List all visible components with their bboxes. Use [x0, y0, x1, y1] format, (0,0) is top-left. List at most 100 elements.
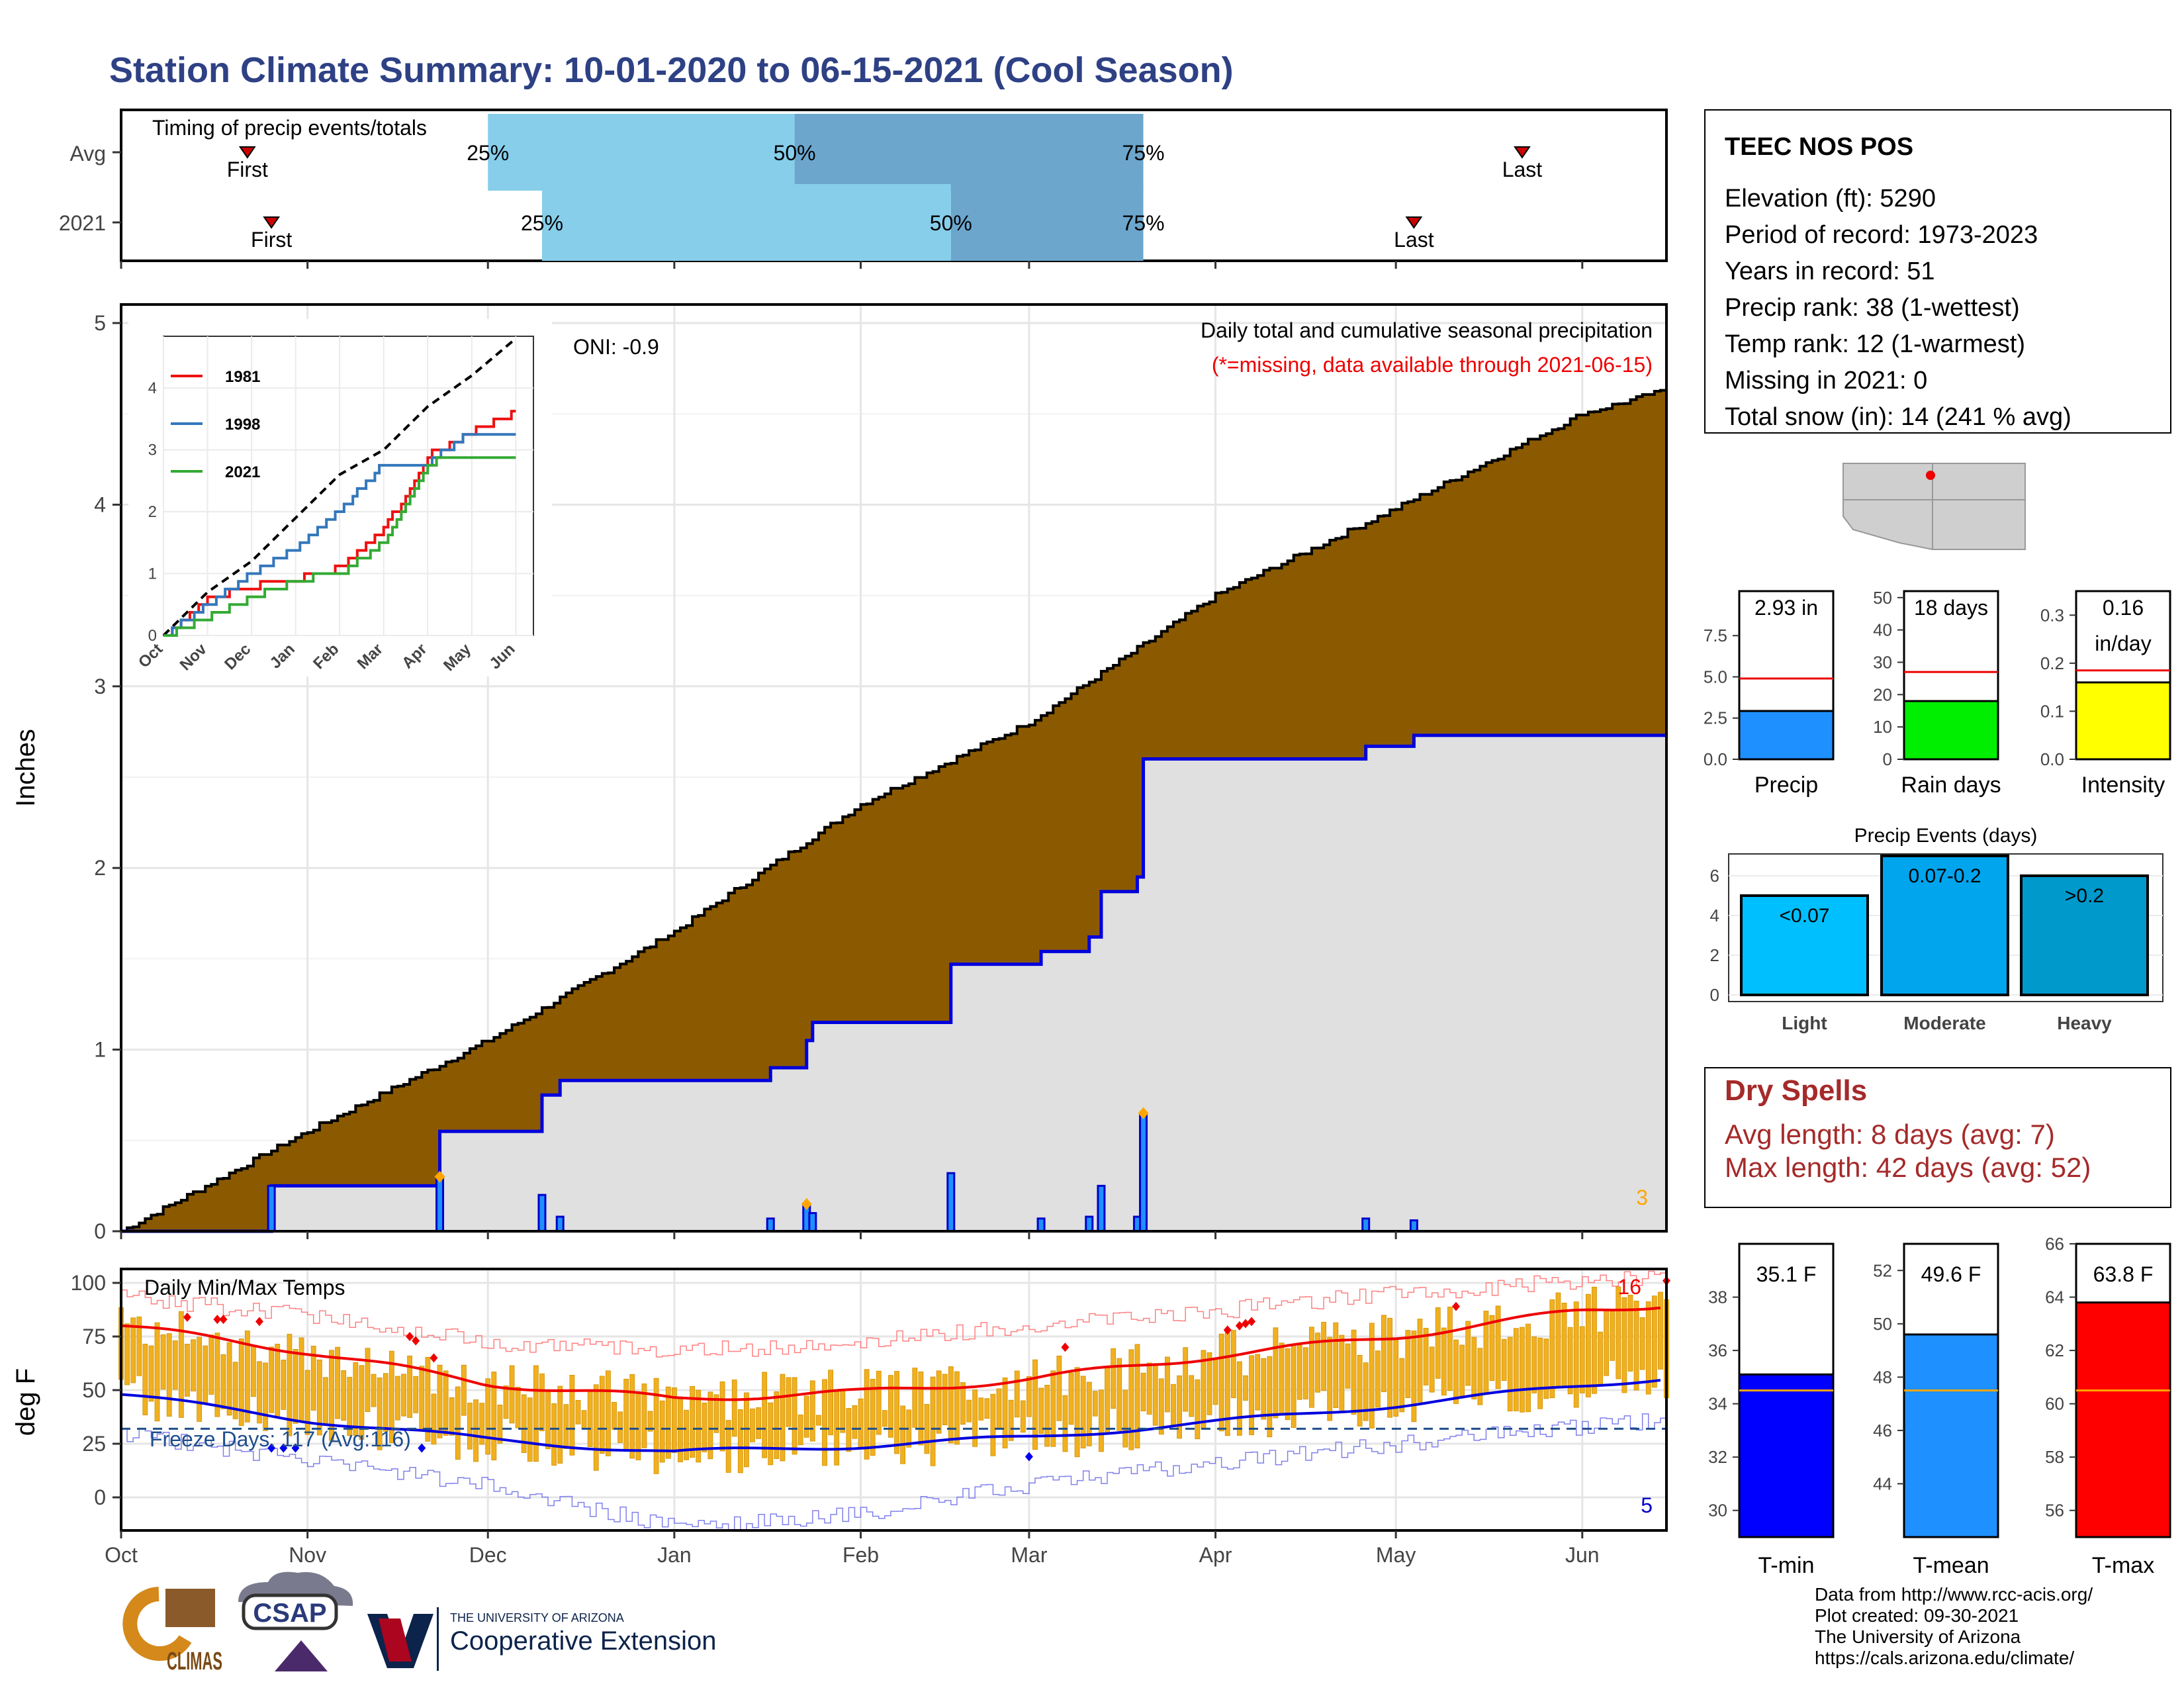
daily-temp-bar	[1212, 1358, 1218, 1405]
station-info-box: TEEC NOS POS Elevation (ft): 5290 Period…	[1704, 109, 2171, 434]
precip-y-tick-label: 4	[94, 492, 106, 516]
station-line: Missing in 2021: 0	[1725, 367, 1927, 395]
daily-temp-bar	[762, 1372, 768, 1458]
timing-75-label: 75%	[1122, 141, 1165, 165]
temp-summary-y-tick-label: 32	[1708, 1447, 1727, 1467]
precip-corner-count: 3	[1636, 1186, 1648, 1209]
record-high-marker	[412, 1336, 420, 1346]
timing-row-label-avg: Avg	[69, 142, 106, 165]
dry-spells-avg: Avg length: 8 days (avg: 7)	[1725, 1119, 2055, 1150]
daily-temp-bar	[930, 1376, 936, 1466]
daily-temp-bar	[1327, 1336, 1333, 1421]
month-label: Jan	[657, 1543, 692, 1567]
daily-temp-bar	[1489, 1315, 1495, 1382]
daily-temp-bar	[1297, 1344, 1302, 1400]
summary-y-tick-label: 0.0	[2040, 749, 2064, 769]
record-high-marker	[1235, 1321, 1244, 1331]
daily-temp-bar	[1604, 1310, 1610, 1376]
daily-temp-bar	[1381, 1315, 1387, 1393]
daily-temp-bar	[960, 1382, 966, 1425]
daily-temp-bar	[870, 1379, 876, 1456]
temp-summary-label: T-min	[1758, 1553, 1815, 1578]
station-line: Years in record: 51	[1725, 258, 1935, 285]
daily-temp-bar	[1627, 1295, 1633, 1372]
summary-y-tick-label: 0.2	[2040, 653, 2064, 673]
daily-temp-bar	[1080, 1376, 1086, 1449]
precip-subtitle: Daily total and cumulative seasonal prec…	[1201, 318, 1653, 342]
daily-temp-bar	[1339, 1335, 1345, 1411]
timing-bar-50-75	[950, 184, 1144, 261]
daily-temp-bar	[599, 1376, 605, 1454]
daily-temp-bar	[1164, 1356, 1170, 1413]
daily-temp-bar	[335, 1346, 340, 1419]
avg-max-line	[120, 1306, 1661, 1401]
daily-temp-bar	[533, 1365, 539, 1462]
precip-y-tick-label: 2	[94, 856, 106, 880]
daily-temp-bar	[1525, 1323, 1531, 1413]
daily-precip-bar	[537, 1194, 547, 1233]
event-bar	[2020, 874, 2149, 996]
inset-legend-label: 1998	[225, 416, 260, 434]
record-high-marker	[219, 1315, 228, 1325]
timing-25-label: 25%	[521, 211, 563, 235]
precip-y-tick-label: 0	[94, 1219, 106, 1243]
daily-temp-bar	[1651, 1295, 1657, 1388]
summary-label: Precip	[1754, 773, 1818, 798]
daily-temp-bar	[497, 1405, 503, 1444]
daily-temp-bar	[731, 1380, 737, 1437]
daily-temp-bar	[1592, 1286, 1597, 1394]
temp-summary-label: T-max	[2092, 1553, 2154, 1578]
daily-temp-bar	[593, 1384, 599, 1471]
inset-series-2021	[163, 456, 516, 637]
daily-temp-bar	[461, 1364, 467, 1416]
inset-y-tick-label: 0	[148, 627, 157, 645]
summary-value-bar	[1738, 710, 1835, 761]
inset-y-tick-label: 4	[148, 379, 157, 397]
daily-temp-bar	[1333, 1322, 1339, 1409]
record-min-line	[121, 1413, 1667, 1531]
daily-temp-bar	[220, 1354, 226, 1409]
daily-temp-bar	[702, 1402, 707, 1452]
daily-temp-bar	[1441, 1327, 1447, 1396]
record-high-marker	[430, 1353, 438, 1363]
daily-temp-bar	[124, 1323, 130, 1385]
month-label: Feb	[842, 1543, 879, 1567]
daily-precip-bar	[946, 1172, 956, 1233]
daily-temp-bar	[1610, 1311, 1615, 1361]
daily-temp-bar	[1056, 1355, 1062, 1421]
station-line: Elevation (ft): 5290	[1725, 185, 1936, 212]
daily-temp-bar	[359, 1365, 365, 1440]
temp-summary-y-tick-label: 62	[2045, 1340, 2064, 1360]
daily-temp-bar	[527, 1397, 533, 1462]
daily-temp-bar	[978, 1397, 984, 1421]
missing-note: (*=missing, data available through 2021-…	[1212, 353, 1653, 377]
inset-frame	[163, 336, 534, 636]
daily-temp-bar	[1230, 1330, 1236, 1399]
last-event-label: Last	[1394, 228, 1434, 252]
locator-map	[1840, 459, 2030, 564]
daily-temp-bar	[130, 1317, 136, 1383]
daily-temp-bar	[725, 1420, 731, 1473]
daily-temp-bar	[383, 1373, 388, 1432]
daily-temp-bar	[160, 1334, 166, 1389]
month-label: Mar	[1011, 1543, 1047, 1567]
temp-summary-y-tick-label: 50	[1873, 1314, 1892, 1334]
station-line: Period of record: 1973-2023	[1725, 221, 2038, 249]
daily-temp-bar	[275, 1344, 281, 1418]
dry-spells-title: Dry Spells	[1725, 1074, 1867, 1107]
temp-panel-label: Daily Min/Max Temps	[144, 1276, 345, 1299]
events-title: Precip Events (days)	[1854, 825, 2038, 847]
daily-temp-bar	[852, 1405, 858, 1439]
daily-temp-bar	[455, 1386, 461, 1460]
summary-label: Rain days	[1901, 773, 2001, 798]
events-y-tick-label: 2	[1710, 945, 1719, 965]
daily-temp-bar	[419, 1366, 425, 1429]
daily-temp-bar	[1598, 1331, 1603, 1385]
temp-summary-y-tick-label: 58	[2045, 1447, 2064, 1467]
daily-temp-bar	[473, 1399, 478, 1462]
daily-temp-bar	[653, 1378, 659, 1474]
daily-temp-bar	[671, 1387, 677, 1453]
summary-y-tick-label: 0.1	[2040, 701, 2064, 721]
daily-temp-bar	[1658, 1291, 1663, 1370]
last-event-marker	[1405, 216, 1423, 229]
